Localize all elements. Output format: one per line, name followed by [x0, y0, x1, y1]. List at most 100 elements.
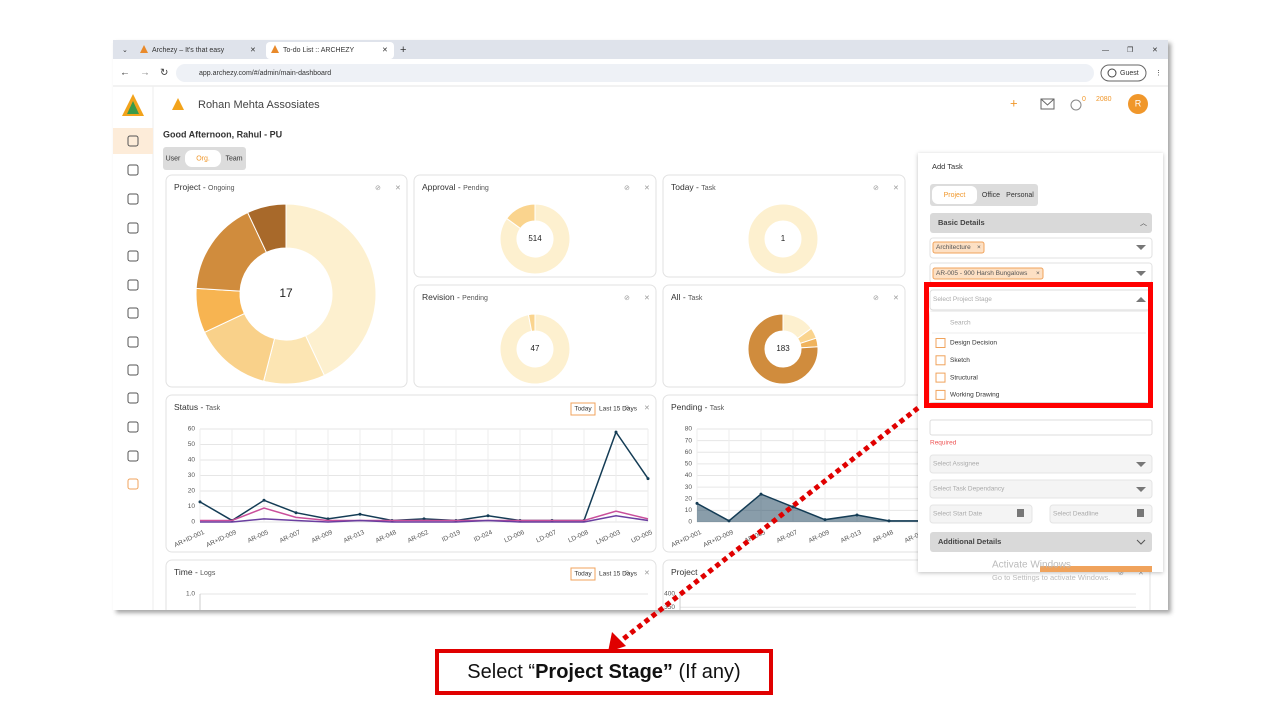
- card: [662, 559, 1151, 610]
- hide-card[interactable]: ⊘: [375, 185, 381, 192]
- placeholder: Select Project Stage: [933, 296, 992, 303]
- nav-icon[interactable]: [127, 222, 139, 234]
- category-select[interactable]: [929, 237, 1153, 259]
- line: [200, 515, 649, 523]
- checkbox[interactable]: [935, 389, 946, 400]
- chip-remove[interactable]: ×: [1036, 270, 1040, 277]
- active-tab[interactable]: [266, 42, 394, 59]
- tab-menu[interactable]: ⌄: [122, 47, 128, 54]
- nav-icon[interactable]: [127, 135, 139, 147]
- donut-segment: [499, 203, 571, 275]
- y-tick-label: 20: [685, 495, 693, 502]
- nav-icon[interactable]: [127, 392, 139, 404]
- filter[interactable]: Last 15 Days: [599, 571, 638, 578]
- hide-card[interactable]: ⊘: [873, 185, 879, 192]
- submit-button[interactable]: [1040, 566, 1152, 572]
- hide-card[interactable]: ⊘: [1118, 570, 1124, 577]
- nav-icon[interactable]: [127, 250, 139, 262]
- checkbox[interactable]: [935, 338, 946, 348]
- stage-option[interactable]: Design Decision: [950, 340, 997, 347]
- area: [697, 494, 1145, 522]
- filter[interactable]: Last 15 Days: [599, 406, 638, 413]
- nav-icon[interactable]: [127, 421, 139, 433]
- add-button[interactable]: +: [1010, 95, 1018, 110]
- description[interactable]: [929, 419, 1153, 436]
- card: [413, 284, 657, 388]
- tab-close[interactable]: ✕: [382, 47, 388, 54]
- nav-icon[interactable]: [127, 478, 139, 490]
- dependancy-select[interactable]: [929, 479, 1153, 499]
- stage-option[interactable]: Sketch: [950, 357, 970, 364]
- nav-icon[interactable]: [127, 336, 139, 348]
- section-bar[interactable]: [930, 213, 1152, 233]
- checkbox[interactable]: [935, 372, 946, 383]
- back[interactable]: ←: [120, 68, 130, 79]
- stage-option[interactable]: Structural: [950, 374, 978, 381]
- nav-icon[interactable]: [127, 193, 139, 205]
- close-card[interactable]: ✕: [644, 185, 650, 192]
- close-card[interactable]: ✕: [644, 570, 650, 577]
- url[interactable]: app.archezy.com/#/admin/main-dashboard: [199, 70, 331, 77]
- nav-icon[interactable]: [127, 364, 139, 376]
- callout-suffix: (If any): [673, 661, 741, 683]
- nav-icon[interactable]: [127, 164, 139, 176]
- task-type-active[interactable]: [932, 186, 977, 204]
- address-bar[interactable]: [176, 64, 1094, 82]
- assignee-select[interactable]: [929, 454, 1153, 474]
- reload[interactable]: ↻: [160, 68, 168, 79]
- scope-option[interactable]: Team: [225, 155, 242, 162]
- card-title-main: Approval: [422, 182, 456, 192]
- scope-option[interactable]: User: [166, 155, 181, 162]
- minimize[interactable]: —: [1102, 47, 1109, 54]
- avatar[interactable]: [1128, 94, 1148, 114]
- stage-option[interactable]: Working Drawing: [950, 392, 1000, 399]
- hide-card[interactable]: ⊘: [624, 570, 630, 577]
- filter-active[interactable]: [570, 567, 596, 581]
- donut-segment: [247, 203, 287, 254]
- browser-menu[interactable]: ⋮: [1155, 70, 1162, 77]
- new-tab[interactable]: +: [400, 44, 406, 56]
- close-card[interactable]: ✕: [1138, 570, 1144, 577]
- nav-icon[interactable]: [127, 307, 139, 319]
- section-bar[interactable]: [930, 532, 1152, 552]
- hide-card[interactable]: ⊘: [624, 185, 630, 192]
- chip-remove[interactable]: ×: [977, 244, 981, 251]
- tab-title[interactable]: Archezy – It's that easy: [152, 47, 225, 54]
- scope-active[interactable]: [185, 150, 221, 167]
- close-card[interactable]: ✕: [893, 185, 899, 192]
- checkbox[interactable]: [935, 355, 946, 366]
- tab-close[interactable]: ✕: [250, 47, 256, 54]
- deadline[interactable]: [1049, 504, 1153, 524]
- start-date[interactable]: [929, 504, 1033, 524]
- close-card[interactable]: ✕: [893, 295, 899, 302]
- line: [200, 507, 649, 522]
- search[interactable]: Search: [950, 320, 971, 327]
- hide-card[interactable]: ⊘: [624, 405, 630, 412]
- hide-card[interactable]: ⊘: [873, 295, 879, 302]
- maximize[interactable]: ❐: [1127, 46, 1133, 54]
- close-card[interactable]: ✕: [644, 295, 650, 302]
- task-type[interactable]: Office: [982, 192, 1000, 199]
- point: [759, 492, 763, 496]
- close[interactable]: ✕: [1152, 47, 1158, 54]
- task-type[interactable]: Personal: [1006, 192, 1034, 199]
- task-type[interactable]: Project: [944, 192, 966, 199]
- sidebar-active[interactable]: [113, 128, 153, 154]
- card-title-sep: -: [456, 182, 464, 192]
- scope-option[interactable]: Org.: [196, 155, 210, 162]
- filter[interactable]: Today: [574, 406, 592, 413]
- forward[interactable]: →: [140, 68, 150, 79]
- logo-inner: [127, 101, 139, 114]
- tab-title[interactable]: To-do List :: ARCHEZY: [283, 47, 355, 54]
- close-card[interactable]: ✕: [395, 185, 401, 192]
- hide-card[interactable]: ⊘: [624, 295, 630, 302]
- mail-icon[interactable]: [1040, 98, 1055, 110]
- close-card[interactable]: ✕: [644, 405, 650, 412]
- filter-active[interactable]: [570, 402, 596, 416]
- profile-name[interactable]: Guest: [1120, 70, 1139, 77]
- chevron: [1136, 539, 1146, 545]
- nav-icon[interactable]: [127, 450, 139, 462]
- notification-icon[interactable]: [1070, 99, 1082, 111]
- filter[interactable]: Today: [574, 571, 592, 578]
- nav-icon[interactable]: [127, 279, 139, 291]
